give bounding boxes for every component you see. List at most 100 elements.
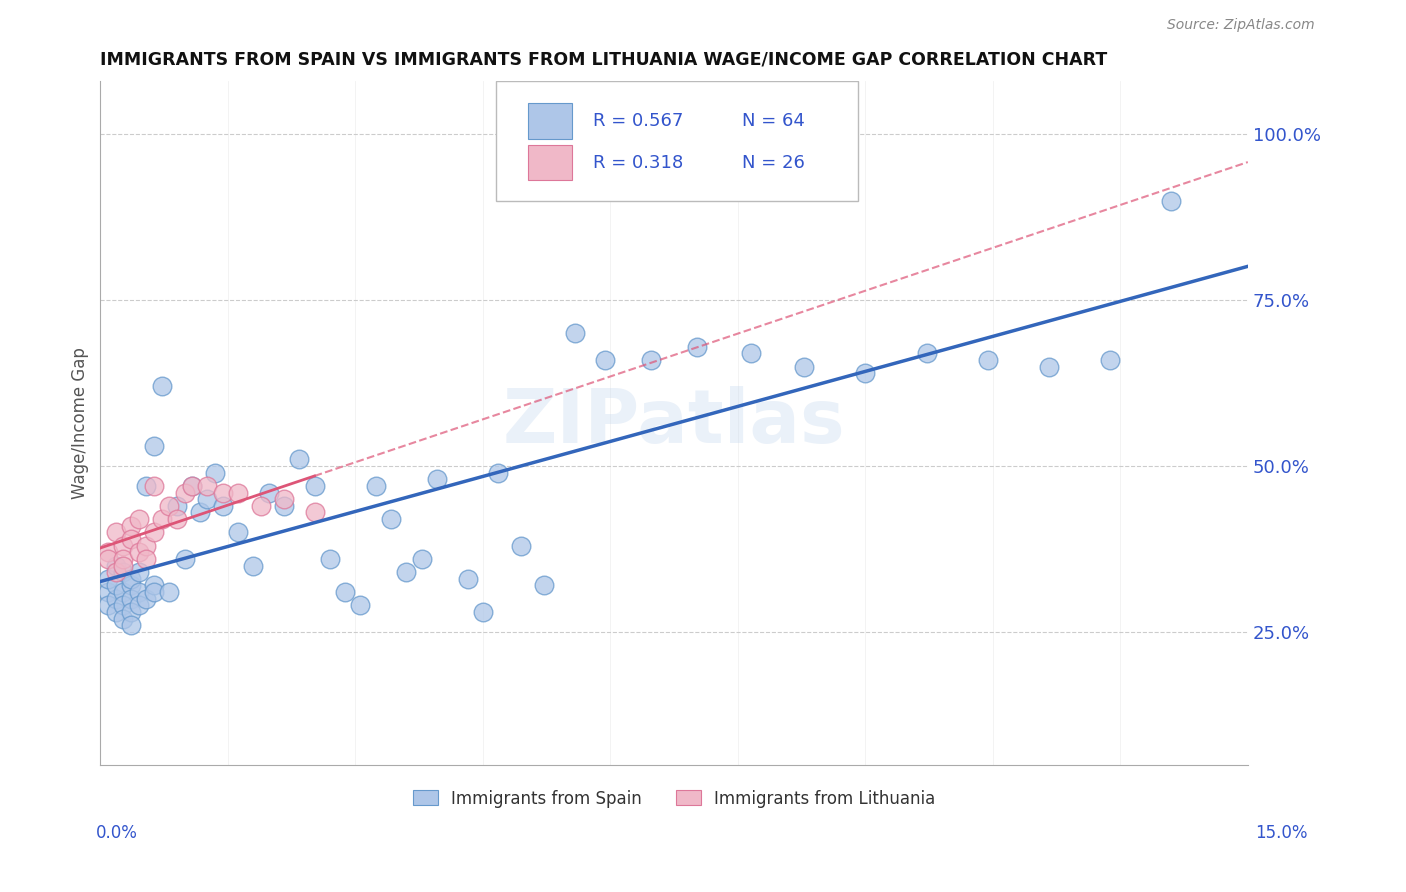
- Point: [166, 512, 188, 526]
- Point: [426, 472, 449, 486]
- Point: [510, 539, 533, 553]
- Point: [1038, 359, 1060, 374]
- Point: [173, 552, 195, 566]
- Point: [135, 479, 157, 493]
- Text: R = 0.318: R = 0.318: [592, 153, 683, 171]
- Point: [120, 518, 142, 533]
- Point: [793, 359, 815, 374]
- Point: [112, 565, 135, 579]
- Legend: Immigrants from Spain, Immigrants from Lithuania: Immigrants from Spain, Immigrants from L…: [406, 783, 942, 814]
- Point: [411, 552, 433, 566]
- Point: [173, 485, 195, 500]
- Point: [204, 466, 226, 480]
- Point: [112, 558, 135, 573]
- Point: [97, 585, 120, 599]
- Point: [104, 565, 127, 579]
- FancyBboxPatch shape: [496, 81, 858, 201]
- Point: [142, 585, 165, 599]
- Point: [120, 572, 142, 586]
- Point: [564, 326, 586, 341]
- Point: [104, 591, 127, 606]
- Point: [104, 578, 127, 592]
- Point: [104, 558, 127, 573]
- Point: [181, 479, 204, 493]
- Point: [120, 605, 142, 619]
- Point: [112, 611, 135, 625]
- Point: [977, 352, 1000, 367]
- Point: [142, 479, 165, 493]
- Point: [97, 545, 120, 559]
- Point: [157, 585, 180, 599]
- Point: [104, 605, 127, 619]
- Text: Source: ZipAtlas.com: Source: ZipAtlas.com: [1167, 19, 1315, 32]
- Point: [686, 340, 709, 354]
- Point: [640, 352, 662, 367]
- Point: [364, 479, 387, 493]
- Point: [112, 585, 135, 599]
- Point: [150, 512, 173, 526]
- Point: [181, 479, 204, 493]
- Point: [593, 352, 616, 367]
- Point: [120, 532, 142, 546]
- Point: [486, 466, 509, 480]
- Point: [135, 552, 157, 566]
- Point: [112, 599, 135, 613]
- Point: [112, 552, 135, 566]
- Text: 0.0%: 0.0%: [96, 824, 138, 842]
- Point: [142, 578, 165, 592]
- Point: [273, 499, 295, 513]
- Point: [112, 539, 135, 553]
- Point: [128, 545, 150, 559]
- Point: [226, 525, 249, 540]
- Point: [288, 452, 311, 467]
- Point: [304, 506, 326, 520]
- Point: [97, 572, 120, 586]
- Bar: [529, 103, 572, 139]
- Text: ZIPatlas: ZIPatlas: [503, 386, 845, 459]
- Bar: [529, 145, 572, 180]
- Point: [250, 499, 273, 513]
- Point: [740, 346, 762, 360]
- Point: [142, 525, 165, 540]
- Point: [915, 346, 938, 360]
- Point: [166, 499, 188, 513]
- Point: [304, 479, 326, 493]
- Point: [104, 525, 127, 540]
- Point: [197, 492, 219, 507]
- Point: [97, 552, 120, 566]
- Point: [135, 591, 157, 606]
- Point: [157, 499, 180, 513]
- Point: [128, 565, 150, 579]
- Text: 15.0%: 15.0%: [1256, 824, 1308, 842]
- Text: IMMIGRANTS FROM SPAIN VS IMMIGRANTS FROM LITHUANIA WAGE/INCOME GAP CORRELATION C: IMMIGRANTS FROM SPAIN VS IMMIGRANTS FROM…: [100, 51, 1108, 69]
- Point: [242, 558, 264, 573]
- Point: [533, 578, 555, 592]
- Point: [188, 506, 211, 520]
- Point: [471, 605, 494, 619]
- Text: N = 64: N = 64: [742, 112, 804, 130]
- Point: [97, 599, 120, 613]
- Point: [457, 572, 479, 586]
- Point: [142, 439, 165, 453]
- Text: N = 26: N = 26: [742, 153, 804, 171]
- Point: [135, 539, 157, 553]
- Point: [349, 599, 371, 613]
- Text: R = 0.567: R = 0.567: [592, 112, 683, 130]
- Point: [197, 479, 219, 493]
- Point: [120, 578, 142, 592]
- Y-axis label: Wage/Income Gap: Wage/Income Gap: [72, 347, 89, 499]
- Point: [211, 485, 233, 500]
- Point: [120, 618, 142, 632]
- Point: [128, 512, 150, 526]
- Point: [1099, 352, 1122, 367]
- Point: [1160, 194, 1182, 208]
- Point: [128, 585, 150, 599]
- Point: [128, 599, 150, 613]
- Point: [273, 492, 295, 507]
- Point: [226, 485, 249, 500]
- Point: [395, 565, 418, 579]
- Point: [150, 379, 173, 393]
- Point: [333, 585, 356, 599]
- Point: [257, 485, 280, 500]
- Point: [319, 552, 342, 566]
